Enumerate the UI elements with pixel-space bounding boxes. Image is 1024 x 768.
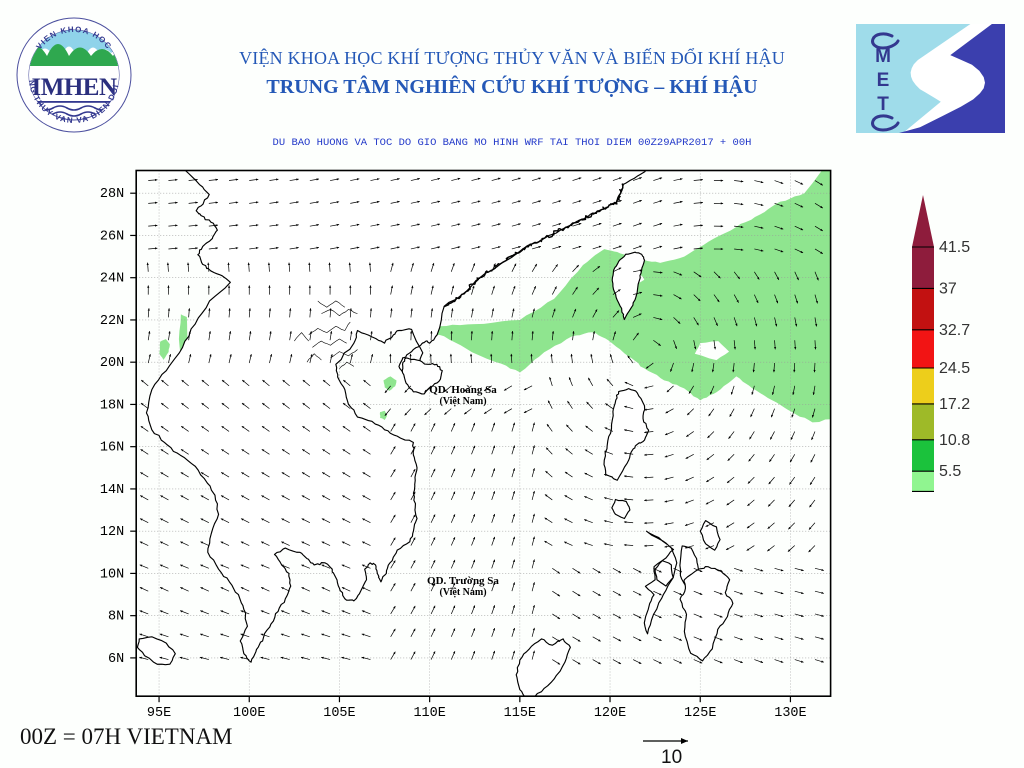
svg-text:8N: 8N [108,610,124,625]
svg-text:125E: 125E [684,706,716,721]
svg-text:18N: 18N [100,398,124,413]
svg-text:28N: 28N [100,187,124,202]
svg-text:16N: 16N [100,441,124,456]
svg-text:10N: 10N [100,567,124,582]
svg-text:120E: 120E [594,706,626,721]
svg-text:100E: 100E [233,706,265,721]
svg-text:110E: 110E [413,706,445,721]
svg-text:E: E [877,70,890,91]
svg-text:95E: 95E [147,706,171,721]
svg-text:6N: 6N [108,652,124,667]
svg-text:14N: 14N [100,483,124,498]
svg-text:105E: 105E [323,706,355,721]
svg-text:QD. Trường Sa: QD. Trường Sa [427,575,499,587]
svg-text:130E: 130E [774,706,806,721]
svg-text:(Việt Nam): (Việt Nam) [439,587,486,598]
svg-text:M: M [875,46,891,67]
svg-text:T: T [877,94,889,115]
svg-text:20N: 20N [100,356,124,371]
svg-text:(Việt Nam): (Việt Nam) [439,396,486,407]
svg-text:QD. Hoàng Sa: QD. Hoàng Sa [429,384,497,396]
svg-text:12N: 12N [100,525,124,540]
svg-text:26N: 26N [100,229,124,244]
svg-text:115E: 115E [504,706,536,721]
svg-text:22N: 22N [100,314,124,329]
svg-text:IMHEN: IMHEN [32,74,117,101]
svg-text:24N: 24N [100,272,124,287]
